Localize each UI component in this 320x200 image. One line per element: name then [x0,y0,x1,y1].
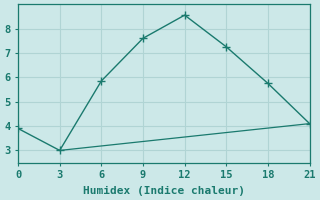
X-axis label: Humidex (Indice chaleur): Humidex (Indice chaleur) [83,186,245,196]
